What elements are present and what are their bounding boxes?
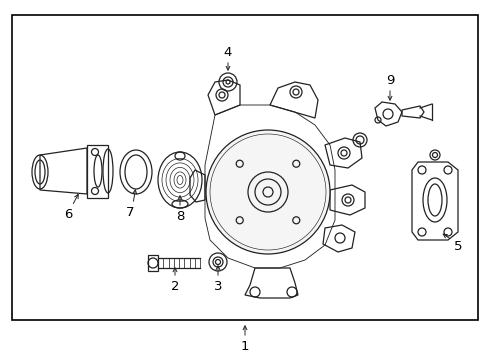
Text: 3: 3 <box>214 279 222 292</box>
Text: 7: 7 <box>126 206 134 219</box>
Text: 9: 9 <box>386 73 394 86</box>
Text: 6: 6 <box>64 207 72 220</box>
Text: 1: 1 <box>241 339 249 352</box>
Circle shape <box>206 130 330 254</box>
Text: 5: 5 <box>454 239 462 252</box>
Bar <box>12 15 478 320</box>
Text: 2: 2 <box>171 279 179 292</box>
Text: 8: 8 <box>176 210 184 222</box>
Text: 4: 4 <box>224 45 232 58</box>
